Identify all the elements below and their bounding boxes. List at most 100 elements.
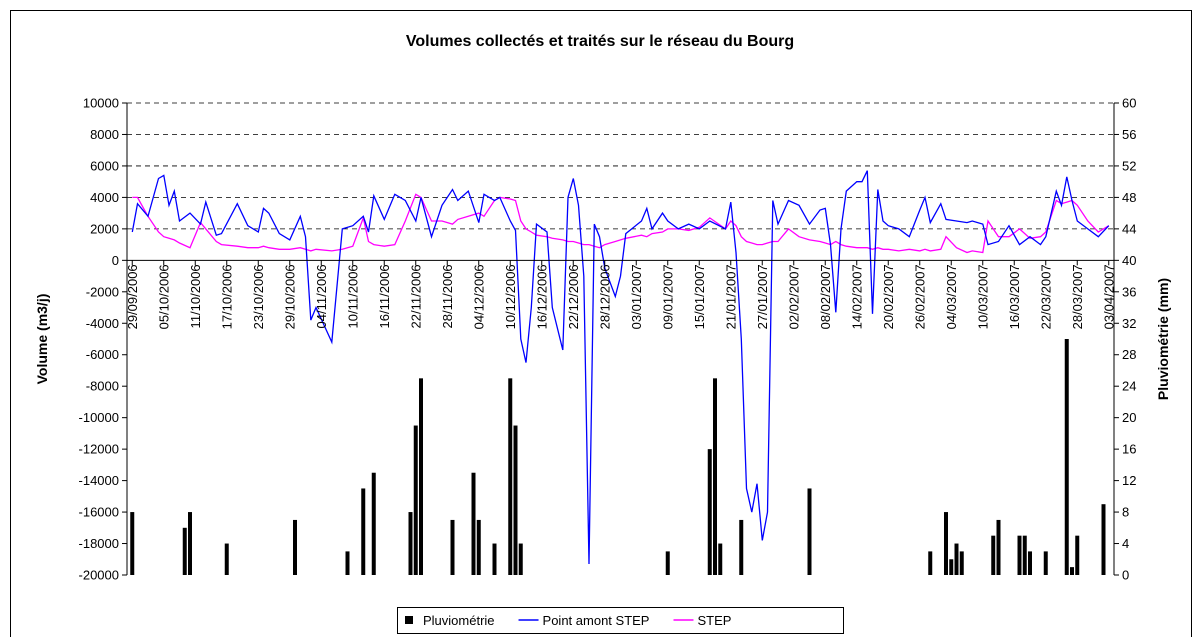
legend-label: Point amont STEP xyxy=(543,613,650,628)
bar xyxy=(371,472,376,575)
y-tick-label: 0 xyxy=(112,253,119,268)
bar xyxy=(182,527,187,575)
y-axis-title: Volume (m3/j) xyxy=(34,294,50,385)
y-tick-label: -16000 xyxy=(79,505,119,520)
y2-tick-label: 36 xyxy=(1122,284,1136,299)
bar xyxy=(739,519,744,575)
x-tick-label: 09/01/2007 xyxy=(660,264,675,329)
bar xyxy=(1043,551,1048,575)
x-tick-label: 14/02/2007 xyxy=(849,264,864,329)
bar xyxy=(361,488,366,575)
x-tick-label: 16/11/2006 xyxy=(377,264,392,328)
x-tick-label: 16/03/2007 xyxy=(1007,264,1022,329)
x-tick-label: 04/12/2006 xyxy=(471,264,486,329)
bar xyxy=(1022,535,1027,575)
y-tick-label: -8000 xyxy=(86,379,119,394)
x-tick-label: 04/03/2007 xyxy=(944,264,959,329)
y-tick-label: -2000 xyxy=(86,284,119,299)
x-tick-label: 22/12/2006 xyxy=(566,264,581,329)
y2-tick-label: 56 xyxy=(1122,127,1136,142)
y-tick-label: 6000 xyxy=(90,158,119,173)
bar xyxy=(707,449,712,575)
bar xyxy=(508,378,513,575)
y2-tick-label: 32 xyxy=(1122,316,1136,331)
y-tick-label: -20000 xyxy=(79,568,119,583)
bar xyxy=(718,543,723,575)
x-tick-label: 10/12/2006 xyxy=(503,264,518,329)
x-tick-label: 03/01/2007 xyxy=(629,264,644,329)
x-tick-label: 11/10/2006 xyxy=(188,264,203,328)
bar xyxy=(1070,567,1074,575)
x-tick-label: 10/03/2007 xyxy=(975,264,990,329)
bar xyxy=(713,378,717,575)
y2-tick-label: 40 xyxy=(1122,253,1136,268)
x-tick-label: 08/02/2007 xyxy=(818,264,833,329)
y2-tick-label: 16 xyxy=(1122,442,1136,457)
y2-tick-label: 12 xyxy=(1122,473,1136,488)
bar xyxy=(1017,535,1022,575)
x-tick-label: 02/02/2007 xyxy=(786,264,801,329)
y2-tick-label: 48 xyxy=(1122,190,1136,205)
bar xyxy=(413,425,418,575)
y2-axis-title: Pluviométrie (mm) xyxy=(1155,278,1171,400)
y-tick-label: -12000 xyxy=(79,442,119,457)
x-tick-label: 28/11/2006 xyxy=(440,264,455,328)
bar xyxy=(954,543,959,575)
y-tick-label: 8000 xyxy=(90,127,119,142)
bar xyxy=(996,519,1001,575)
bar xyxy=(130,512,135,575)
x-tick-label: 04/11/2006 xyxy=(314,264,329,328)
y2-tick-label: 8 xyxy=(1122,505,1129,520)
bar xyxy=(949,559,954,575)
y-tick-label: 10000 xyxy=(83,96,119,111)
legend-swatch xyxy=(405,616,413,624)
legend-label: Pluviométrie xyxy=(423,613,495,628)
chart-title: Volumes collectés et traités sur le rése… xyxy=(406,33,794,50)
bar xyxy=(188,512,192,575)
y-tick-label: -4000 xyxy=(86,316,119,331)
x-tick-label: 10/11/2006 xyxy=(345,264,360,328)
bar xyxy=(471,472,476,575)
bar xyxy=(224,543,229,575)
x-tick-label: 03/04/2007 xyxy=(1101,264,1116,329)
y2-tick-label: 44 xyxy=(1122,221,1136,236)
legend-label: STEP xyxy=(697,613,731,628)
y2-tick-label: 52 xyxy=(1122,158,1136,173)
x-tick-label: 26/02/2007 xyxy=(912,264,927,329)
x-tick-label: 29/10/2006 xyxy=(282,264,297,329)
bar xyxy=(293,519,297,575)
y-tick-label: 4000 xyxy=(90,190,119,205)
bar xyxy=(991,535,996,575)
bar xyxy=(513,425,518,575)
y2-tick-label: 24 xyxy=(1122,379,1136,394)
x-tick-label: 15/01/2007 xyxy=(692,264,707,329)
y-tick-label: -6000 xyxy=(86,347,119,362)
y2-tick-label: 0 xyxy=(1122,568,1129,583)
bar xyxy=(807,488,812,575)
x-tick-label: 22/11/2006 xyxy=(408,264,423,328)
legend xyxy=(397,607,844,634)
x-tick-label: 20/02/2007 xyxy=(881,264,896,329)
line xyxy=(131,170,1110,565)
bar xyxy=(928,551,933,575)
x-tick-label: 23/10/2006 xyxy=(251,264,266,329)
x-tick-label: 28/03/2007 xyxy=(1070,264,1085,329)
y2-tick-label: 28 xyxy=(1122,347,1136,362)
bar xyxy=(1028,551,1032,575)
bar xyxy=(518,543,523,575)
bar xyxy=(476,519,481,575)
bar xyxy=(1075,535,1080,575)
x-tick-label: 29/09/2006 xyxy=(125,264,140,329)
bar xyxy=(450,519,455,575)
bar xyxy=(408,512,413,575)
x-tick-label: 28/12/2006 xyxy=(597,264,612,329)
x-tick-label: 21/01/2007 xyxy=(723,264,738,329)
bar xyxy=(1101,504,1106,575)
x-tick-label: 22/03/2007 xyxy=(1038,264,1053,329)
y2-tick-label: 20 xyxy=(1122,410,1136,425)
y2-tick-label: 60 xyxy=(1122,96,1136,111)
x-tick-label: 05/10/2006 xyxy=(156,264,171,329)
bar xyxy=(959,551,964,575)
y2-tick-label: 4 xyxy=(1122,536,1129,551)
